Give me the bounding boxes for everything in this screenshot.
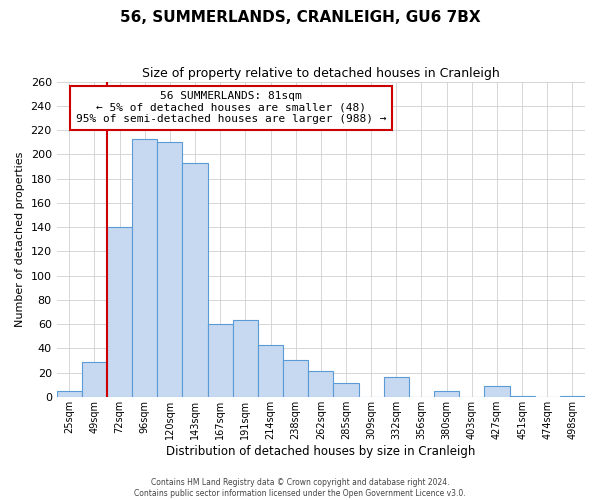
Text: 56 SUMMERLANDS: 81sqm
← 5% of detached houses are smaller (48)
95% of semi-detac: 56 SUMMERLANDS: 81sqm ← 5% of detached h… bbox=[76, 91, 386, 124]
Text: Contains HM Land Registry data © Crown copyright and database right 2024.
Contai: Contains HM Land Registry data © Crown c… bbox=[134, 478, 466, 498]
Bar bbox=[208, 324, 233, 397]
Bar bbox=[384, 378, 409, 397]
Bar bbox=[182, 163, 208, 397]
Y-axis label: Number of detached properties: Number of detached properties bbox=[15, 152, 25, 327]
Bar bbox=[107, 227, 132, 397]
Title: Size of property relative to detached houses in Cranleigh: Size of property relative to detached ho… bbox=[142, 68, 500, 80]
Bar bbox=[157, 142, 182, 397]
Bar bbox=[283, 360, 308, 397]
X-axis label: Distribution of detached houses by size in Cranleigh: Distribution of detached houses by size … bbox=[166, 444, 476, 458]
Bar bbox=[334, 384, 359, 397]
Bar bbox=[82, 362, 107, 397]
Bar bbox=[560, 396, 585, 397]
Text: 56, SUMMERLANDS, CRANLEIGH, GU6 7BX: 56, SUMMERLANDS, CRANLEIGH, GU6 7BX bbox=[119, 10, 481, 25]
Bar bbox=[308, 372, 334, 397]
Bar bbox=[434, 390, 459, 397]
Bar bbox=[484, 386, 509, 397]
Bar bbox=[132, 138, 157, 397]
Bar bbox=[56, 390, 82, 397]
Bar bbox=[509, 396, 535, 397]
Bar bbox=[233, 320, 258, 397]
Bar bbox=[258, 344, 283, 397]
